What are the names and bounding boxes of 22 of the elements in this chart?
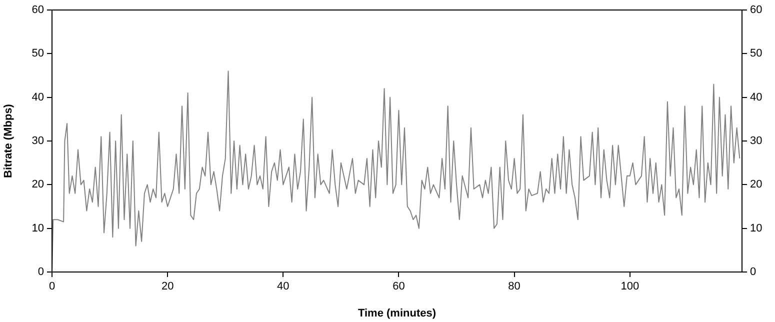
- x-tick-label: 20: [161, 280, 174, 293]
- x-tick-label: 80: [508, 280, 520, 293]
- y-tick-label: 20: [32, 178, 44, 191]
- y-tick-label: 10: [32, 222, 44, 234]
- x-tick-label: 60: [392, 280, 405, 293]
- y-tick-label: 0: [38, 266, 44, 278]
- y2-tick-label: 30: [750, 135, 762, 148]
- y2-tick-label: 10: [750, 222, 762, 234]
- x-axis-title: Time (minutes): [358, 307, 436, 320]
- y2-tick-label: 50: [750, 48, 762, 60]
- y-tick-label: 30: [32, 135, 44, 148]
- y2-tick-label: 60: [750, 4, 762, 16]
- x-tick-label: 40: [277, 280, 290, 293]
- y-axis-title: Bitrate (Mbps): [2, 104, 15, 178]
- y2-tick-label: 0: [750, 266, 756, 278]
- y-tick-label: 40: [32, 91, 44, 104]
- y2-tick-label: 40: [750, 91, 762, 104]
- y-tick-label: 60: [32, 4, 44, 16]
- x-tick-label: 100: [620, 280, 640, 293]
- y-tick-label: 50: [32, 48, 44, 60]
- y2-tick-label: 20: [750, 178, 762, 191]
- x-tick-label: 0: [48, 280, 56, 293]
